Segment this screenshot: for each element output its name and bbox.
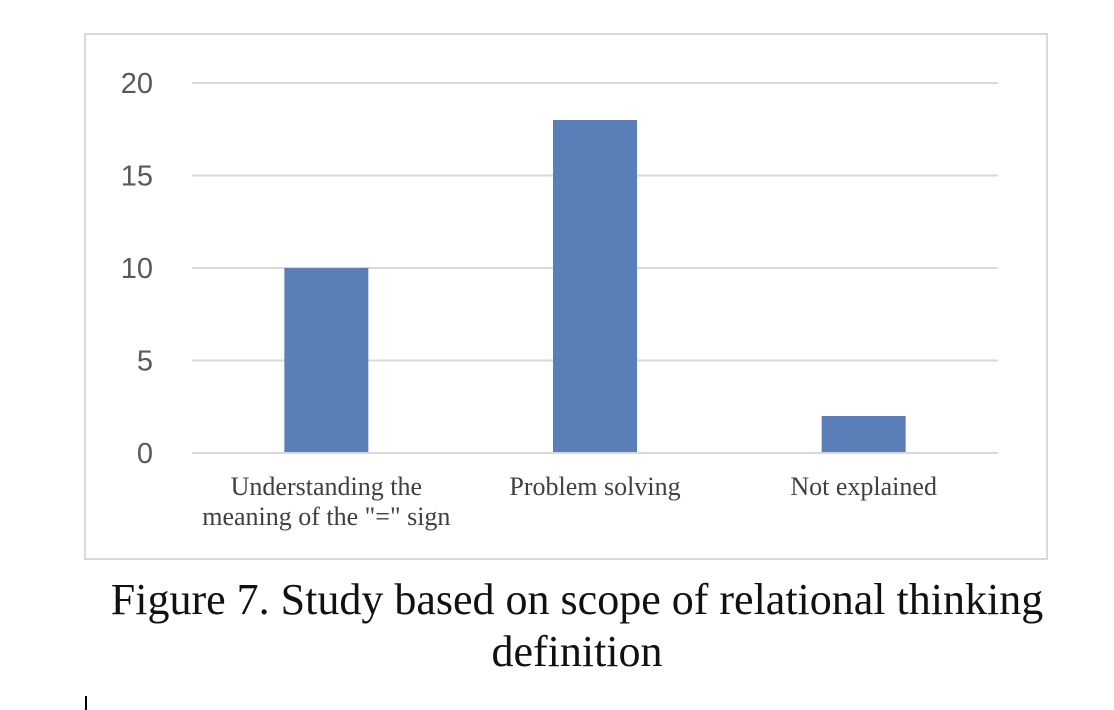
y-tick-label: 0 xyxy=(137,438,153,470)
figure-caption: Figure 7. Study based on scope of relati… xyxy=(110,575,1044,676)
y-tick-label: 10 xyxy=(121,253,153,285)
x-category-label: meaning of the "=" sign xyxy=(202,502,450,531)
bar xyxy=(821,416,906,453)
x-category-label: Understanding the xyxy=(231,472,422,501)
x-category-label: Not explained xyxy=(790,472,937,501)
y-tick-label: 5 xyxy=(137,346,153,378)
bar xyxy=(284,268,369,453)
y-tick-label: 15 xyxy=(121,161,153,193)
x-category-label: Problem solving xyxy=(509,472,680,501)
y-tick-label: 20 xyxy=(121,68,153,100)
bar xyxy=(553,120,637,453)
text-cursor xyxy=(85,696,87,710)
